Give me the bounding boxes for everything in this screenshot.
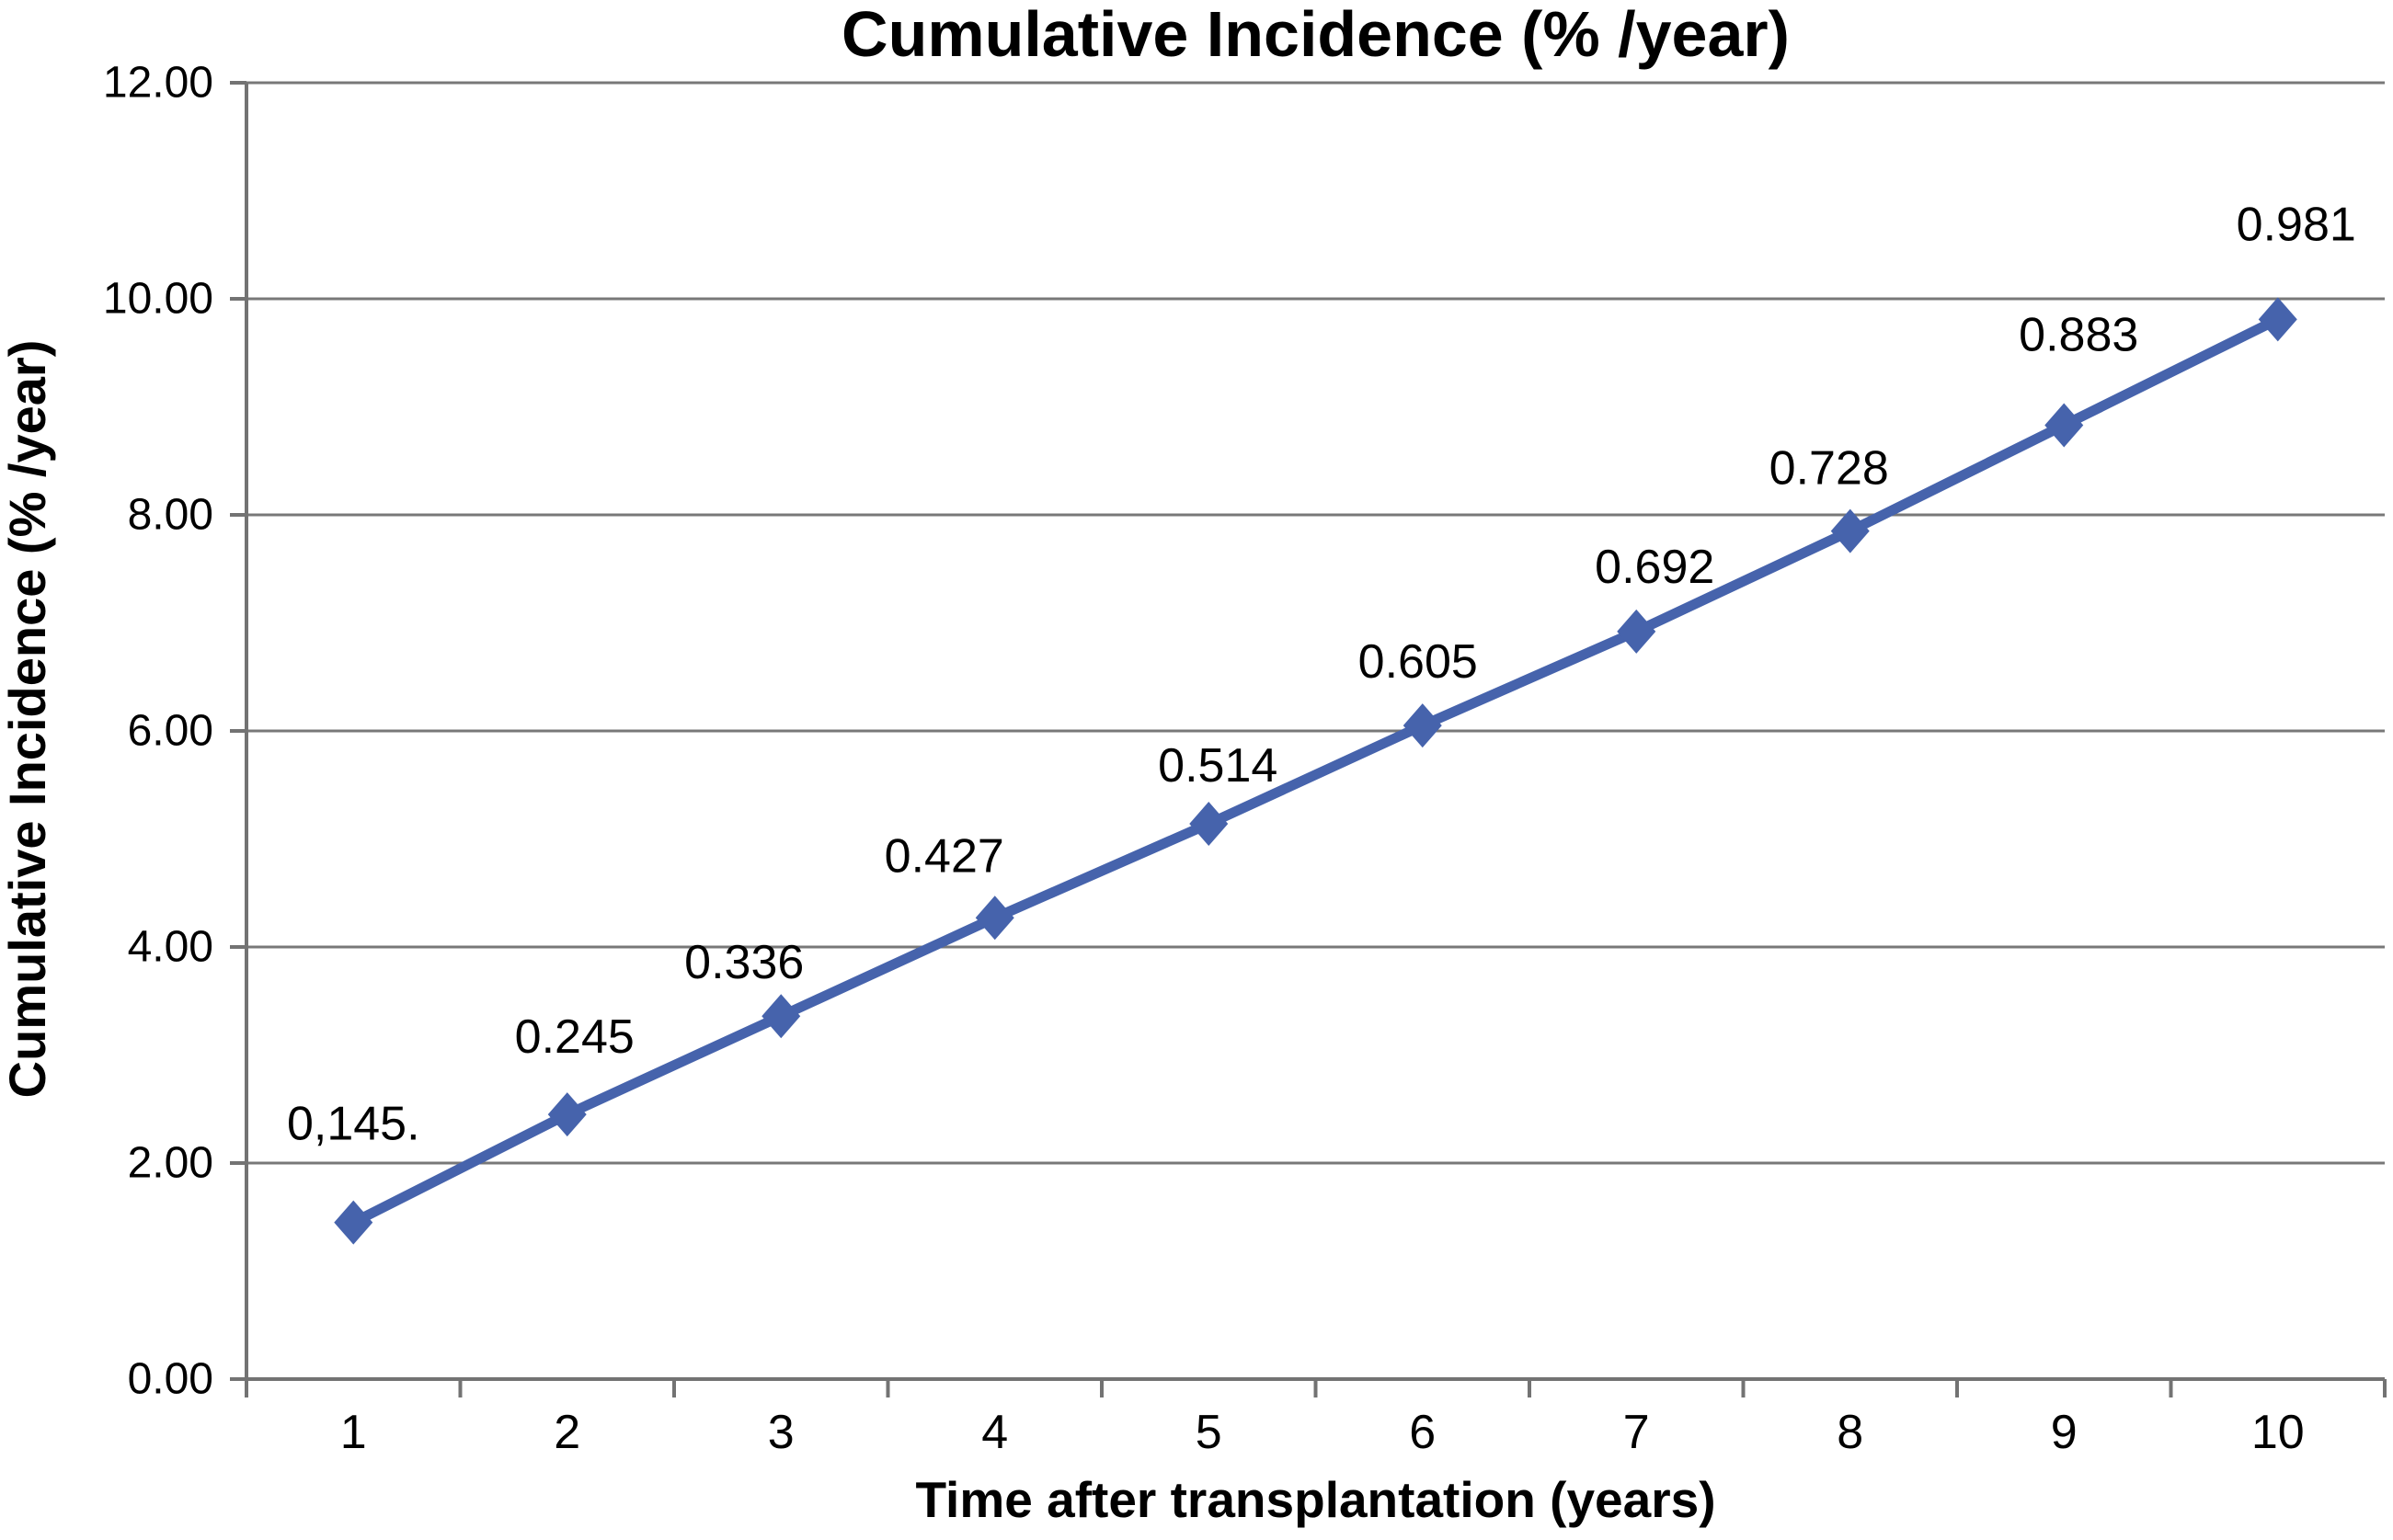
data-point-marker bbox=[1403, 703, 1442, 748]
data-point-label: 0.605 bbox=[1358, 635, 1478, 689]
x-tick-label: 2 bbox=[554, 1406, 580, 1459]
data-point-marker bbox=[547, 1092, 587, 1137]
x-tick-label: 1 bbox=[340, 1406, 367, 1459]
data-point-label: 0.883 bbox=[2019, 308, 2138, 361]
x-axis-title: Time after transplantation (years) bbox=[915, 1471, 1716, 1528]
x-tick-label: 7 bbox=[1623, 1406, 1650, 1459]
data-point-label: 0.981 bbox=[2237, 198, 2356, 251]
y-tick-label: 12.00 bbox=[103, 59, 213, 108]
data-point-label: 0.728 bbox=[1769, 442, 1889, 496]
x-tick-label: 3 bbox=[768, 1406, 795, 1459]
y-tick-label: 8.00 bbox=[128, 491, 213, 540]
data-point-marker bbox=[1830, 508, 1870, 553]
data-point-label: 0.427 bbox=[885, 829, 1004, 883]
data-point-marker bbox=[1189, 802, 1229, 847]
data-point-label: 0.692 bbox=[1595, 541, 1714, 594]
y-tick-label: 4.00 bbox=[128, 923, 213, 972]
x-tick-label: 9 bbox=[2051, 1406, 2078, 1459]
y-tick-label: 0.00 bbox=[128, 1355, 213, 1404]
y-tick-label: 6.00 bbox=[128, 707, 213, 756]
data-point-marker bbox=[334, 1200, 373, 1245]
data-point-marker bbox=[1617, 609, 1656, 654]
data-point-marker bbox=[761, 994, 801, 1039]
data-point-label: 0.514 bbox=[1158, 739, 1277, 793]
data-point-label: 0.336 bbox=[684, 936, 804, 989]
data-point-label: 0.245 bbox=[515, 1010, 635, 1064]
x-tick-label: 10 bbox=[2251, 1406, 2305, 1459]
x-tick-label: 8 bbox=[1837, 1406, 1863, 1459]
x-tick-label: 4 bbox=[981, 1406, 1008, 1459]
x-tick-label: 6 bbox=[1409, 1406, 1436, 1459]
chart-title: Cumulative Incidence (% /year) bbox=[842, 0, 1790, 70]
data-point-marker bbox=[2258, 297, 2297, 342]
data-point-marker bbox=[975, 895, 1014, 941]
data-point-label: 0,145. bbox=[287, 1098, 420, 1151]
y-tick-label: 2.00 bbox=[128, 1139, 213, 1188]
series-line bbox=[348, 314, 2284, 1228]
x-tick-label: 5 bbox=[1196, 1406, 1222, 1459]
data-point-marker bbox=[2044, 403, 2084, 448]
y-tick-label: 10.00 bbox=[103, 275, 213, 324]
